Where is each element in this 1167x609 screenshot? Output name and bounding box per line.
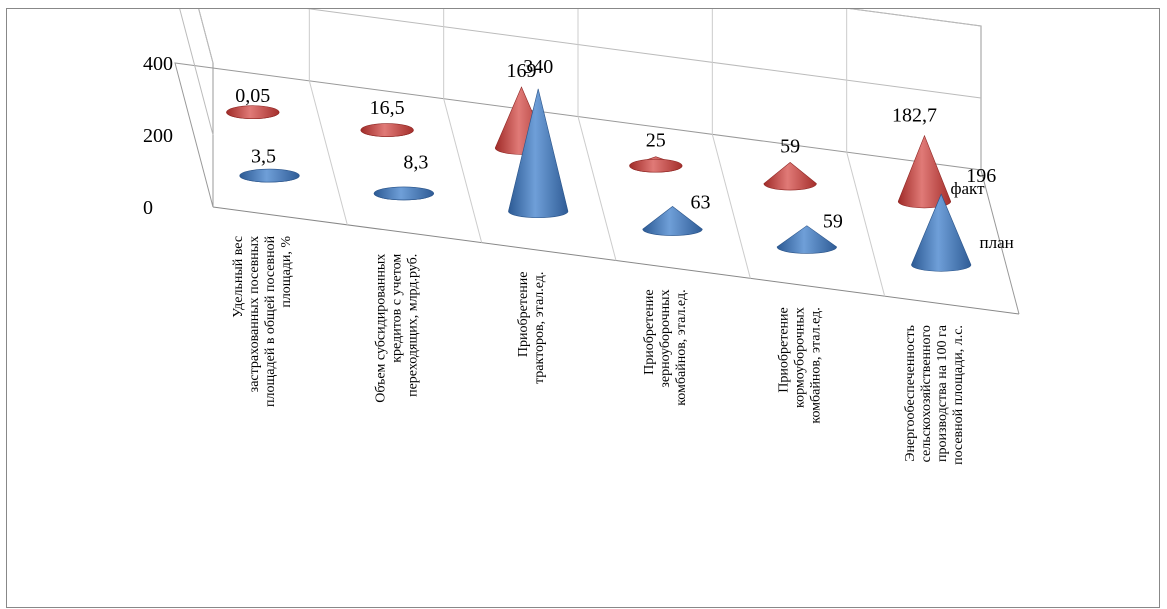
cone-fact — [763, 161, 817, 191]
category-label: Объем субсидированных кредитов с учетом пе… — [374, 254, 421, 403]
y-tick-label: 200 — [143, 125, 173, 147]
category-label-line: Приобретение — [777, 307, 792, 392]
category-gridline — [308, 80, 348, 225]
category-label: Удельный вес застрахованных посевных площа… — [231, 235, 294, 407]
data-labels: 0,05 16,5 169 25 59 182,7 3,5 8,3 340 63 59 196 — [235, 56, 996, 233]
category-label-line: площади, % — [279, 236, 294, 308]
data-label: 25 — [646, 130, 666, 152]
cone-plan — [508, 88, 569, 219]
data-label: 8,3 — [403, 151, 428, 173]
category-gridline — [711, 134, 751, 279]
category-label-line: комбайнов, этал.ед. — [809, 307, 824, 423]
category-label-line: Приобретение — [516, 272, 531, 357]
gridlines — [179, 9, 982, 297]
cone-chart: 0 200 400 факт план 0,05 16,5 169 25 59 182,7 3,5 8… — [143, 9, 1020, 465]
category-gridline — [846, 152, 886, 297]
data-label: 182,7 — [892, 105, 937, 127]
cone-plan — [642, 206, 703, 236]
category-label-line: Приобретение — [642, 289, 657, 374]
y-gridline — [198, 9, 982, 64]
category-label-line: тракторов, этал.ед. — [532, 272, 547, 384]
data-label: 169 — [506, 60, 536, 82]
data-label: 59 — [823, 211, 843, 233]
cone-fact — [360, 123, 414, 137]
category-label-line: производства на 100 га — [935, 324, 950, 462]
category-label: Приобретение зерноуборочных комбайнов, эта… — [642, 289, 689, 405]
data-label: 3,5 — [251, 145, 276, 167]
cone-plan — [373, 186, 434, 201]
data-label: 63 — [691, 191, 711, 213]
category-label-line: переходящих, млрд.руб. — [406, 254, 421, 397]
category-label-line: кредитов с учетом — [390, 254, 405, 363]
cone-plan — [239, 168, 300, 183]
category-gridline — [443, 98, 483, 243]
data-label: 340 — [523, 56, 553, 78]
cone-fact — [226, 105, 280, 120]
data-label: 16,5 — [370, 97, 405, 119]
category-label: Приобретение кормоуборочных комбайнов, эта… — [777, 307, 824, 423]
y-tick-label: 0 — [143, 197, 153, 219]
chart-walls — [174, 9, 1020, 315]
axis-labels: 0 200 400 факт план — [143, 53, 1014, 252]
cone-fact — [897, 134, 952, 209]
category-label-line: комбайнов, этал.ед. — [674, 289, 689, 405]
category-gridline — [577, 116, 617, 261]
wall-outline — [198, 9, 982, 207]
y-tick-label: 400 — [143, 53, 173, 75]
data-label: 0,05 — [235, 85, 270, 107]
category-label-line: Удельный вес — [231, 236, 246, 318]
category-label-line: кормоуборочных — [793, 307, 808, 408]
series-label: план — [980, 233, 1014, 252]
category-label: Приобретение тракторов, этал.ед. — [516, 272, 547, 384]
category-label-line: Объем субсидированных — [374, 254, 389, 403]
category-label-line: сельскохозяйственного — [919, 325, 934, 462]
category-label-line: застрахованных посевных — [247, 236, 262, 392]
cone-plan — [776, 225, 837, 254]
category-label-line: посевной площади, л.с. — [951, 325, 966, 465]
cone-fact — [629, 156, 683, 173]
cones — [226, 86, 972, 272]
chart-frame: 0 200 400 факт план 0,05 16,5 169 25 59 182,7 3,5 8… — [6, 8, 1160, 608]
data-label: 196 — [966, 165, 996, 187]
cone-plan — [911, 193, 972, 272]
data-label: 59 — [780, 135, 800, 157]
category-label-line: площадей в общей посевной — [263, 235, 278, 407]
series-label: факт — [951, 179, 986, 198]
category-label-line: зерноуборочных — [658, 289, 673, 387]
category-label-line: Энергообеспеченность — [903, 325, 918, 462]
category-labels: Удельный вес застрахованных посевных площа… — [231, 235, 966, 464]
category-label: Энергообеспеченность сельскохозяйственног… — [903, 324, 966, 465]
